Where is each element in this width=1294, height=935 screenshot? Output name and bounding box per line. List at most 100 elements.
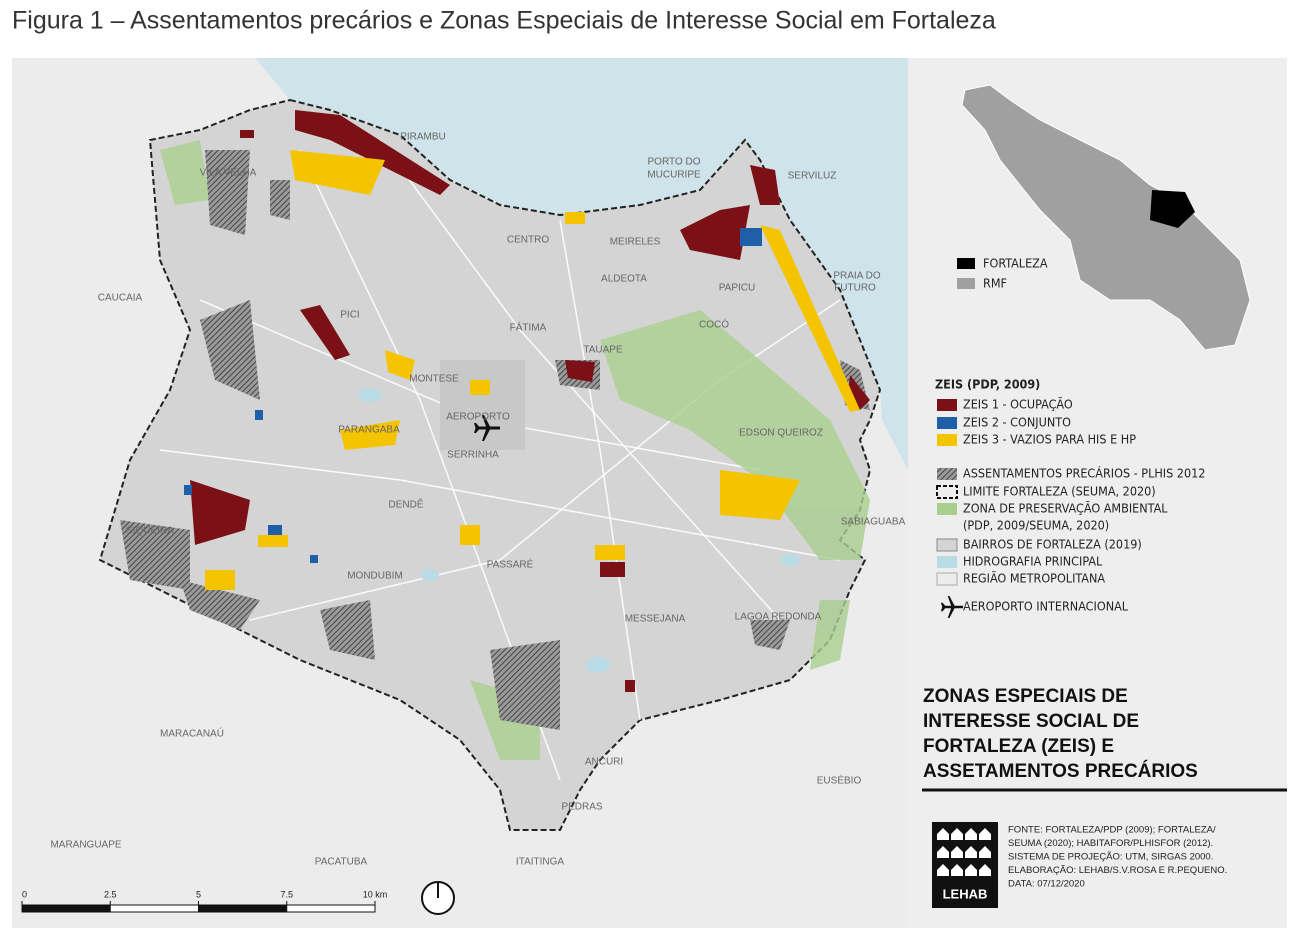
source-line: SISTEMA DE PROJEÇÃO: UTM, SIRGAS 2000. <box>1008 852 1213 863</box>
zeis-1 <box>190 110 870 692</box>
legend-label: BAIRROS DE FORTALEZA (2019) <box>963 537 1142 552</box>
place-label: PORTO DO <box>648 157 701 168</box>
scale-segment <box>198 905 287 912</box>
scale-segment <box>22 905 111 912</box>
legend-label: LIMITE FORTALEZA (SEUMA, 2020) <box>963 484 1156 499</box>
scale-label: 10 km <box>363 889 388 899</box>
source-line: DATA: 07/12/2020 <box>1008 879 1085 890</box>
zeis-3 <box>205 150 860 590</box>
source: FONTE: FORTALEZA/PDP (2009); FORTALEZA/S… <box>1008 825 1227 890</box>
precarious-settlements <box>120 150 870 730</box>
place-label: PASSARÉ <box>487 558 534 571</box>
place-label: MUCURIPE <box>647 170 701 181</box>
legend-swatch <box>937 468 957 480</box>
legend-swatch <box>937 399 957 411</box>
airport-icon <box>474 415 500 441</box>
north-arrow <box>421 881 455 915</box>
figure-title: Figura 1 – Assentamentos precários e Zon… <box>12 7 996 35</box>
place-label: SERVILUZ <box>788 171 837 182</box>
inset-rmf <box>961 84 1251 351</box>
legend-swatch <box>937 417 957 429</box>
legend-label: ZEIS 2 - CONJUNTO <box>963 415 1071 430</box>
place-label: ANCURI <box>585 757 623 768</box>
legend-swatch <box>937 556 957 568</box>
zeis-2 <box>184 228 762 563</box>
airport-area <box>440 360 525 450</box>
place-label: DENDÊ <box>388 498 423 511</box>
map-title-line: INTERESSE SOCIAL DE <box>923 711 1139 732</box>
source-line: ELABORAÇÃO: LEHAB/S.V.ROSA E R.PEQUENO. <box>1008 865 1227 876</box>
legend-icon <box>940 595 964 619</box>
place-label: MONTESE <box>409 374 459 385</box>
legend-swatch <box>937 434 957 446</box>
place-label: LAGOA REDONDA <box>735 612 822 623</box>
legend-label: ZEIS 1 - OCUPAÇÃO <box>963 397 1073 412</box>
place-label: PACATUBA <box>315 857 368 868</box>
legend-title: ZEIS (PDP, 2009) <box>935 377 1040 392</box>
place-label: CENTRO <box>507 235 549 246</box>
water <box>358 388 800 673</box>
legend-swatch <box>936 572 958 586</box>
place-label: TAUAPE <box>583 345 623 356</box>
scale-bar: 0 2.5 5 7.5 10 km <box>21 889 388 913</box>
place-label: CAUCAIA <box>98 293 143 304</box>
scale-label: 7.5 <box>280 889 293 899</box>
legend-swatch <box>936 538 958 552</box>
place-label: MESSEJANA <box>625 614 686 625</box>
logo-text: LEHAB <box>943 886 988 901</box>
map-title: ZONAS ESPECIAIS DE INTERESSE SOCIAL DE FOR… <box>923 686 1198 782</box>
legend-label: (PDP, 2009/SEUMA, 2020) <box>963 518 1109 533</box>
place-label: ITAITINGA <box>516 857 564 868</box>
legend: ZEIS 1 - OCUPAÇÃO ZEIS 2 - CONJUNTO ZEIS 3… <box>936 397 1205 619</box>
preservation-zones <box>160 140 870 760</box>
place-label: PEDRAS <box>561 802 602 813</box>
legend-label: HIDROGRAFIA PRINCIPAL <box>963 554 1103 569</box>
place-label: SIQUEIRA <box>126 526 174 537</box>
legend-label: ZONA DE PRESERVAÇÃO AMBIENTAL <box>963 501 1168 516</box>
legend-label: ZEIS 3 - VAZIOS PARA HIS E HP <box>963 432 1136 447</box>
legend-swatch <box>937 503 957 515</box>
place-label: PRAIA DO <box>833 271 880 282</box>
place-label: MONDUBIM <box>347 571 403 582</box>
airplane-icon <box>940 595 964 619</box>
place-label: VILA VELHA <box>200 168 257 179</box>
place-label: SERRINHA <box>447 450 499 461</box>
inset-swatch <box>957 258 975 269</box>
inset-swatch <box>957 278 975 289</box>
map: PIRAMBU PORTO DO MUCURIPE SERVILUZ CENTRO MEI… <box>12 58 1287 928</box>
place-label: COCÓ <box>699 318 729 331</box>
scale-label: 2.5 <box>104 889 117 899</box>
city <box>98 98 882 831</box>
place-label: PAPICU <box>719 283 756 294</box>
map-title-line: FORTALEZA (ZEIS) E <box>923 736 1114 757</box>
sea <box>255 58 908 470</box>
legend-label: REGIÃO METROPOLITANA <box>963 571 1105 586</box>
place-label: MEIRELES <box>610 237 661 248</box>
place-label: ALDEOTA <box>601 274 647 285</box>
place-label: EDSON QUEIROZ <box>739 428 823 439</box>
place-label: SABIAGUABA <box>841 517 906 528</box>
inset-fortaleza <box>1150 190 1195 228</box>
inset-legend-label: RMF <box>983 276 1007 291</box>
source-line: FONTE: FORTALEZA/PDP (2009); FORTALEZA/ <box>1008 825 1216 836</box>
place-label: PARANGABA <box>338 425 400 436</box>
inset-legend-label: FORTALEZA <box>983 256 1048 271</box>
place-label: MARACANAÚ <box>160 727 224 740</box>
place-label: MARANGUAPE <box>50 840 121 851</box>
place-label: FÁTIMA <box>510 321 547 334</box>
legend-swatch <box>936 485 958 499</box>
place-label: EUSÉBIO <box>817 774 862 787</box>
place-label: PIRAMBU <box>400 132 446 143</box>
place-label: PICI <box>340 310 359 321</box>
map-title-line: ZONAS ESPECIAIS DE <box>923 686 1128 707</box>
map-title-line: ASSETAMENTOS PRECÁRIOS <box>923 760 1198 782</box>
scale-label: 0 <box>22 889 27 899</box>
place-label: FUTURO <box>834 283 876 294</box>
place-label: AEROPORTO <box>446 412 510 423</box>
source-line: SEUMA (2020); HABITAFOR/PLHISFOR (2012). <box>1008 838 1213 849</box>
scale-label: 5 <box>196 889 201 899</box>
logo-houses <box>937 828 991 876</box>
legend-label: ASSENTAMENTOS PRECÁRIOS - PLHIS 2012 <box>963 466 1205 481</box>
